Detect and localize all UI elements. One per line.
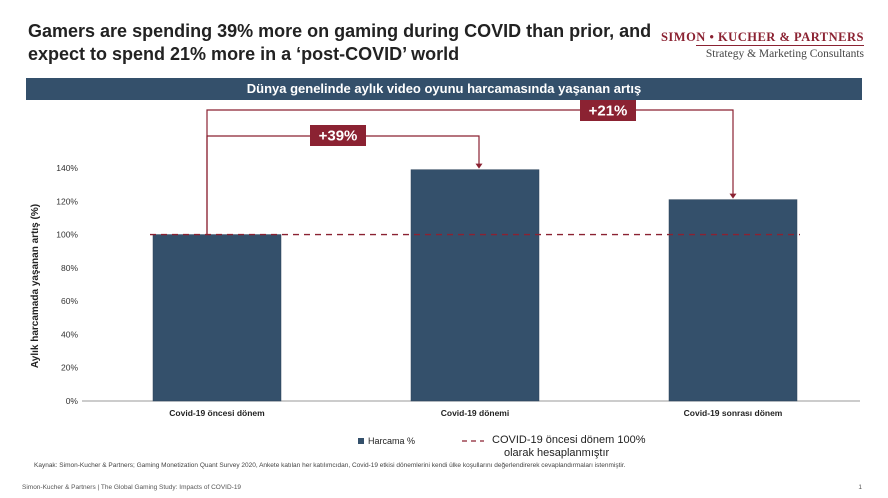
page-number: 1 bbox=[858, 484, 862, 491]
y-tick-label: 140% bbox=[56, 163, 78, 173]
x-category-label: Covid-19 öncesi dönem bbox=[169, 408, 265, 418]
annotation-bracket bbox=[206, 109, 734, 235]
x-axis-categories: Covid-19 öncesi dönem Covid-19 dönemi Covi… bbox=[169, 408, 783, 418]
y-axis-label: Aylık harcamada yaşanan artış (%) bbox=[30, 204, 41, 368]
page-title: Gamers are spending 39% more on gaming d… bbox=[28, 21, 652, 64]
brand-divider bbox=[696, 45, 864, 46]
annotation-arrowhead bbox=[475, 163, 483, 169]
annotation-box bbox=[580, 100, 636, 121]
y-tick-label: 120% bbox=[56, 196, 78, 206]
brand-logo-name: SIMON • KUCHER & PARTNERS bbox=[660, 30, 864, 44]
x-category-label: Covid-19 sonrası dönem bbox=[684, 408, 783, 418]
legend-series-label: Harcama % bbox=[368, 436, 415, 446]
y-tick-label: 80% bbox=[61, 263, 78, 273]
bar bbox=[152, 234, 282, 402]
annotation-arrowhead bbox=[729, 193, 737, 199]
annotation-label: +39% bbox=[319, 128, 358, 145]
y-tick-label: 0% bbox=[66, 396, 79, 406]
chart-banner: Dünya genelinde aylık video oyunu harcam… bbox=[26, 78, 862, 100]
legend-swatch-bar bbox=[358, 438, 364, 444]
annotation-box bbox=[310, 125, 366, 146]
source-note: Kaynak: Simon-Kucher & Partners; Gaming … bbox=[34, 462, 626, 469]
legend-reference-label: COVID-19 öncesi dönem 100% olarak hesapla… bbox=[492, 434, 646, 459]
footer-text: Simon-Kucher & Partners | The Global Gam… bbox=[22, 484, 242, 491]
bar bbox=[410, 169, 540, 402]
bar bbox=[668, 199, 798, 402]
y-tick-label: 60% bbox=[61, 296, 78, 306]
bars bbox=[152, 169, 798, 402]
legend: Harcama % COVID-19 öncesi dönem 100% olar… bbox=[358, 434, 646, 459]
y-tick-label: 100% bbox=[56, 230, 78, 240]
annotation-label: +21% bbox=[589, 103, 628, 120]
annotations: +39% +21% bbox=[206, 100, 737, 235]
y-tick-label: 40% bbox=[61, 329, 78, 339]
y-axis-ticks: 0% 20% 40% 60% 80% 100% 120% 140% bbox=[56, 163, 78, 406]
brand-tagline: Strategy & Marketing Consultants bbox=[705, 48, 864, 60]
y-tick-label: 20% bbox=[61, 363, 78, 373]
x-category-label: Covid-19 dönemi bbox=[441, 408, 509, 418]
